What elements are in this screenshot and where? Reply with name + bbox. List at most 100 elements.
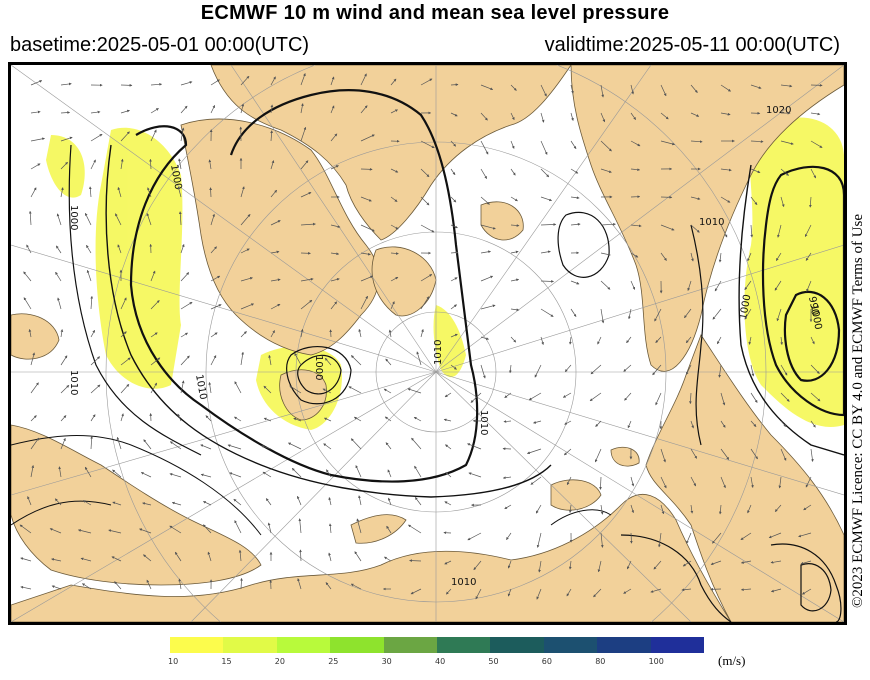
wind-arrow [150,332,158,338]
wind-arrow [90,133,103,142]
svalbard-land [279,369,327,421]
wind-arrow [480,336,490,340]
wind-arrow [802,588,812,595]
wind-arrow [776,308,782,322]
wind-arrow [270,330,275,338]
wind-arrow [744,280,752,291]
wind-arrow [117,244,122,254]
wind-arrow [712,308,722,320]
wind-arrow [420,196,430,206]
wind-arrow [566,476,572,486]
wind-arrow [360,275,374,282]
wind-arrow [60,111,71,114]
wind-arrow [627,420,632,429]
wind-arrow [180,301,193,310]
wind-arrow [360,252,371,256]
wind-arrow [450,140,457,147]
wind-arrow [508,364,512,374]
wind-arrow [660,476,667,489]
wind-arrow [51,585,62,590]
isobar-label: 1010 [478,410,489,435]
colorbar-tick-label: 80 [595,657,606,666]
wind-arrow [27,496,32,506]
wind-arrow [570,196,580,200]
wind-arrow [690,476,697,487]
wind-arrow [270,220,281,226]
wind-arrow [780,140,794,145]
wind-arrow [77,529,92,534]
iceland-land [11,313,60,360]
wind-arrow [630,224,642,228]
wind-arrow [774,504,782,512]
wind-arrow [777,224,782,238]
colorbar-tick-label: 60 [541,657,552,666]
wind-arrow [720,196,731,203]
wind-arrow [624,392,632,401]
wind-arrow [355,465,362,478]
wind-arrow [510,196,518,202]
wind-arrow [450,168,456,176]
isobar-label: 1020 [766,105,791,116]
wind-arrow [234,381,242,394]
wind-arrow [504,392,512,398]
wind-arrow [593,588,602,598]
wind-arrow [660,112,669,120]
wind-arrow [390,196,398,202]
wind-arrow [323,443,332,450]
wind-arrow [112,469,122,478]
canadian-archipelago [210,65,572,241]
wind-arrow [810,448,814,462]
wind-arrow [55,271,62,282]
wind-arrow [146,212,152,226]
wind-arrow [420,328,424,338]
alaska-land [570,65,844,372]
wind-arrow [270,76,276,86]
wind-arrow [169,441,182,450]
wind-arrow [143,554,152,562]
wind-arrow [810,140,823,148]
wind-arrow [540,250,551,254]
wind-arrow [180,127,185,142]
wind-arrow [415,497,422,506]
wind-arrow [690,84,698,93]
isobar-label: 990 [806,296,820,317]
wind-arrow [780,84,793,88]
colorbar-tick-label: 50 [488,657,499,666]
wind-arrow [120,131,130,142]
wind-arrow [660,84,667,97]
wind-arrow [570,280,580,285]
wind-arrow [180,105,188,114]
wind-arrow [240,577,243,590]
wind-arrow [82,500,92,506]
wind-arrow [685,364,692,375]
wind-arrow [358,495,362,506]
wind-arrow [750,84,762,89]
wind-arrow [630,504,635,514]
wind-arrow [450,83,459,87]
wind-arrow [60,329,64,338]
wind-arrow [390,252,399,255]
wind-arrow [299,549,302,562]
wind-arrow [150,382,158,394]
wind-arrow [114,581,122,590]
wind-arrow [413,416,422,422]
wind-arrow [564,420,572,425]
wind-arrow [28,328,32,338]
wind-arrow [210,104,216,114]
wind-arrow [169,473,182,478]
wind-arrow [750,224,754,238]
isobar-label: 1010 [451,577,476,588]
wind-arrow [480,304,496,310]
wind-arrow [180,332,188,338]
colorbar-segment [650,637,705,653]
wind-arrow [780,420,787,427]
wind-arrow [90,435,94,450]
wind-arrow [294,352,302,366]
wind-arrow [210,304,222,310]
wind-arrow [480,196,490,205]
isobar-label: 1010 [699,217,724,228]
wind-arrow [270,250,280,254]
wind-arrow [150,108,159,114]
wind-arrow [90,159,96,170]
wind-arrow [57,297,62,310]
